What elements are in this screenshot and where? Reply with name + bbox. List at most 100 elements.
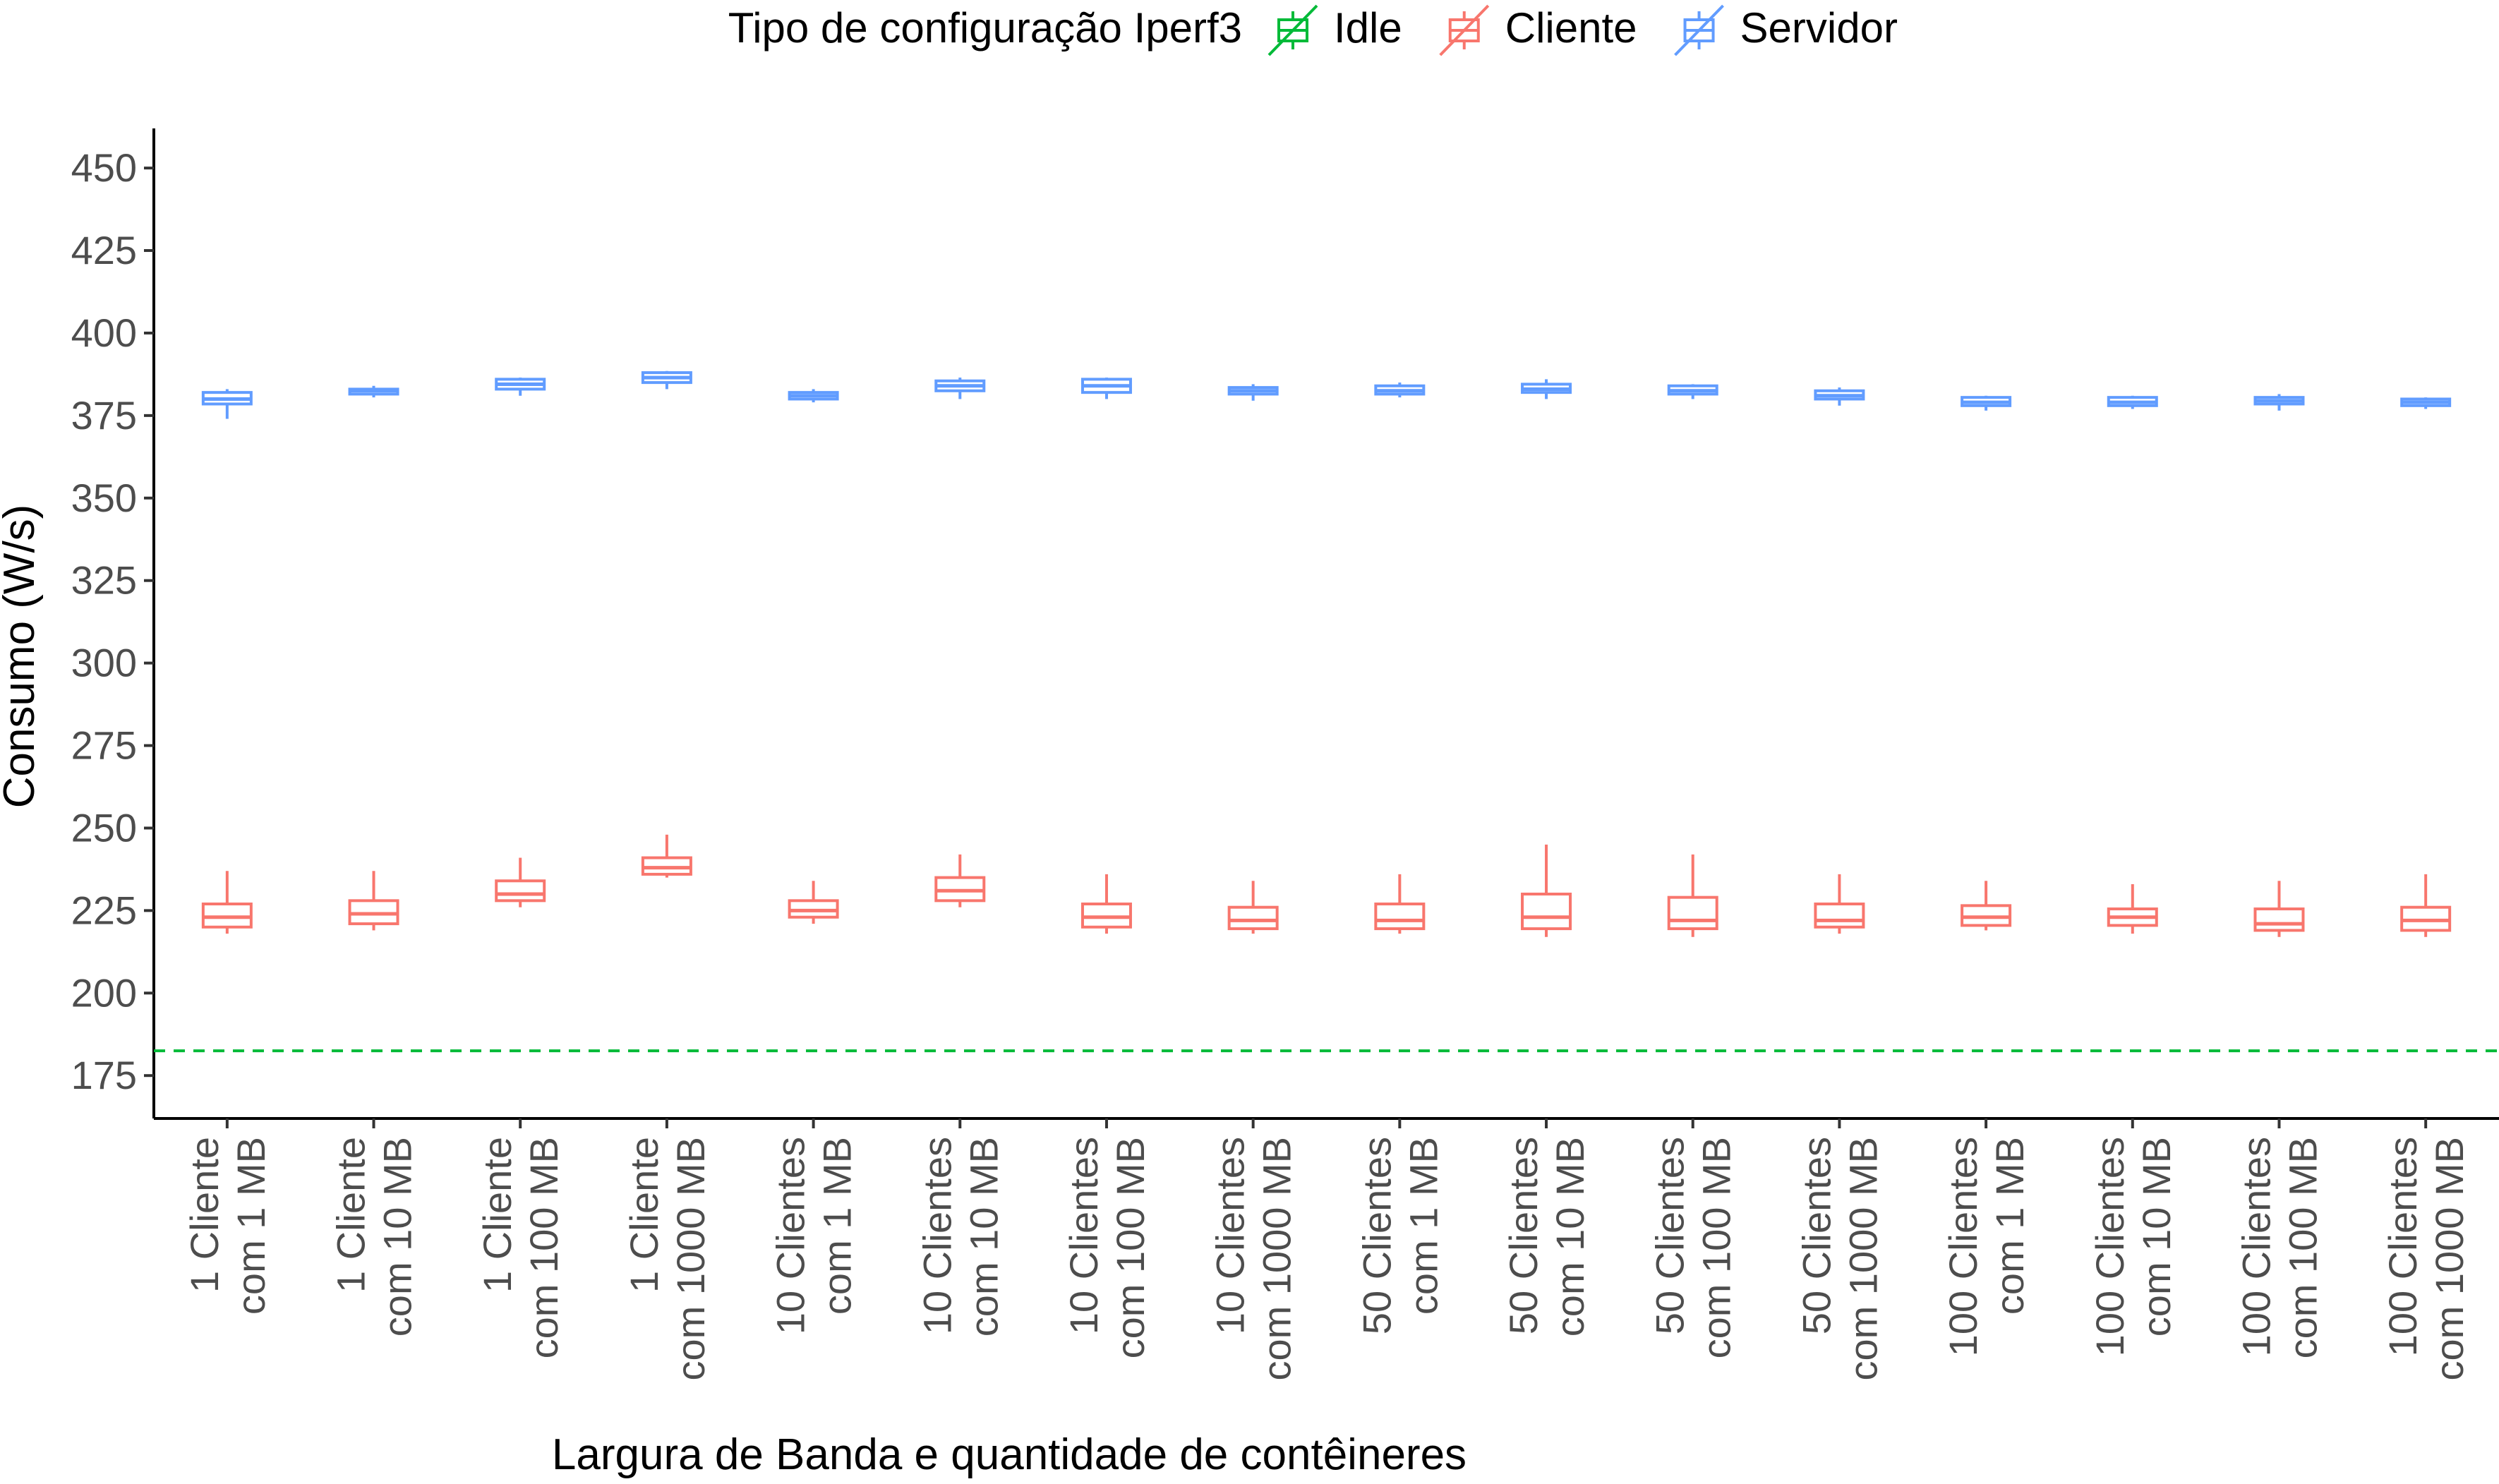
box-servidor <box>934 378 986 399</box>
x-tick-label: 10 Clientescom 10 MB <box>915 1137 1006 1337</box>
y-tick-label: 450 <box>71 145 137 190</box>
box-cliente <box>1667 854 1718 937</box>
x-tick-label: 1 Clientecom 100 MB <box>475 1137 566 1358</box>
x-tick-label-line: 1 Cliente <box>475 1137 519 1293</box>
y-tick-label: 400 <box>71 310 137 355</box>
x-tick-label: 10 Clientescom 100 MB <box>1061 1137 1152 1358</box>
box-cliente <box>2253 881 2305 937</box>
box-cliente <box>1080 874 1132 934</box>
x-tick-label-line: com 1 MB <box>1987 1137 2032 1315</box>
box-servidor <box>1227 384 1279 401</box>
legend-title: Tipo de configuração Iperf3 <box>728 4 1242 52</box>
y-tick-label: 250 <box>71 805 137 850</box>
box-cliente <box>2400 874 2452 937</box>
box-iqr <box>2253 907 2305 932</box>
x-tick-label: 100 Clientescom 1000 MB <box>2380 1137 2471 1381</box>
box-servidor <box>1374 382 1426 398</box>
x-tick-label: 50 Clientescom 1 MB <box>1354 1137 1445 1334</box>
box-servidor <box>201 389 253 419</box>
legend-key-slash <box>1267 4 1318 56</box>
box-cliente <box>1814 874 1865 934</box>
x-tick-label-line: com 100 MB <box>522 1137 566 1358</box>
box-iqr <box>1667 895 1718 931</box>
legend-item-idle: Idle <box>1267 4 1402 56</box>
legend: Tipo de configuração Iperf3 Idle Cliente S… <box>728 4 1898 56</box>
x-tick-label-line: com 100 MB <box>1694 1137 1739 1358</box>
x-tick-label-line: com 1000 MB <box>1841 1137 1885 1381</box>
box-servidor <box>2107 395 2158 409</box>
x-tick-label-line: com 10 MB <box>961 1137 1006 1337</box>
box-iqr <box>1227 905 1279 931</box>
x-tick-label: 1 Clientecom 1 MB <box>182 1137 273 1315</box>
box-servidor <box>1521 379 1572 399</box>
box-cliente <box>641 834 692 878</box>
legend-label: Servidor <box>1740 4 1898 52</box>
box-cliente <box>348 871 399 931</box>
box-cliente <box>934 854 986 907</box>
y-tick-label: 350 <box>71 476 137 520</box>
x-tick-label-line: com 10 MB <box>2134 1137 2179 1337</box>
box-cliente <box>495 857 546 907</box>
box-cliente <box>788 881 839 924</box>
box-cliente <box>2107 883 2158 934</box>
x-tick-label-line: 1 Cliente <box>182 1137 227 1293</box>
box-iqr <box>1374 903 1426 931</box>
x-tick-label-line: 50 Clientes <box>1648 1137 1692 1334</box>
legend-key-slash <box>1439 4 1490 56</box>
legend-item-cliente: Cliente <box>1439 4 1637 56</box>
box-servidor <box>2400 397 2452 409</box>
legend-key-slash <box>1674 4 1724 56</box>
x-tick-label: 1 Clientecom 1000 MB <box>622 1137 713 1381</box>
x-tick-label-line: 50 Clientes <box>1794 1137 1838 1334</box>
box-cliente <box>201 871 253 934</box>
x-tick-label-line: com 1 MB <box>815 1137 860 1315</box>
x-tick-label-line: com 1000 MB <box>668 1137 713 1381</box>
box-servidor <box>495 378 546 396</box>
y-tick-label: 425 <box>71 228 137 272</box>
box-cliente <box>1961 881 2012 931</box>
y-axis-title: Consumo (W/s) <box>0 505 44 809</box>
box-servidor <box>2253 394 2305 411</box>
x-tick-label: 100 Clientescom 1 MB <box>1941 1137 2032 1356</box>
x-tick-label-line: 1 Cliente <box>329 1137 373 1293</box>
x-tick-label: 10 Clientescom 1 MB <box>769 1137 860 1334</box>
x-tick-label-line: 50 Clientes <box>1501 1137 1546 1334</box>
x-tick-label: 50 Clientescom 1000 MB <box>1794 1137 1885 1381</box>
legend-item-servidor: Servidor <box>1674 4 1898 56</box>
y-tick-label: 275 <box>71 723 137 768</box>
x-tick-label-line: com 100 MB <box>1108 1137 1152 1358</box>
x-tick-label-line: 10 Clientes <box>1208 1137 1253 1334</box>
x-tick-label-line: 10 Clientes <box>769 1137 813 1334</box>
y-tick-label: 200 <box>71 970 137 1015</box>
box-iqr <box>495 879 546 903</box>
plot-area <box>154 370 2499 1053</box>
y-tick-label: 375 <box>71 393 137 438</box>
x-tick-label-line: 100 Clientes <box>1941 1137 1985 1356</box>
box-servidor <box>1814 387 1865 406</box>
box-servidor <box>1080 378 1132 399</box>
y-tick-label: 225 <box>71 888 137 932</box>
x-tick-label: 50 Clientescom 100 MB <box>1648 1137 1739 1358</box>
x-tick-label-line: com 1000 MB <box>1255 1137 1299 1381</box>
y-tick-label: 300 <box>71 641 137 685</box>
x-tick-label-line: com 1 MB <box>1401 1137 1445 1315</box>
box-cliente <box>1374 874 1426 934</box>
box-cliente <box>1521 844 1572 937</box>
box-servidor <box>348 385 399 398</box>
x-tick-label-line: 10 Clientes <box>915 1137 959 1334</box>
x-tick-label: 100 Clientescom 100 MB <box>2234 1137 2325 1358</box>
x-tick-label: 100 Clientescom 10 MB <box>2088 1137 2179 1356</box>
x-tick-label-line: com 100 MB <box>2280 1137 2325 1358</box>
x-tick-label: 50 Clientescom 10 MB <box>1501 1137 1592 1337</box>
box-servidor <box>1667 384 1718 399</box>
box-iqr <box>1814 903 1865 929</box>
x-tick-label: 10 Clientescom 1000 MB <box>1208 1137 1299 1381</box>
x-tick-label-line: com 10 MB <box>375 1137 420 1337</box>
box-cliente <box>1227 881 1279 934</box>
y-tick-label: 175 <box>71 1053 137 1097</box>
legend-label: Cliente <box>1505 4 1637 52</box>
x-tick-label-line: 1 Cliente <box>622 1137 666 1293</box>
x-tick-label-line: com 1 MB <box>229 1137 273 1315</box>
y-tick-label: 325 <box>71 558 137 603</box>
